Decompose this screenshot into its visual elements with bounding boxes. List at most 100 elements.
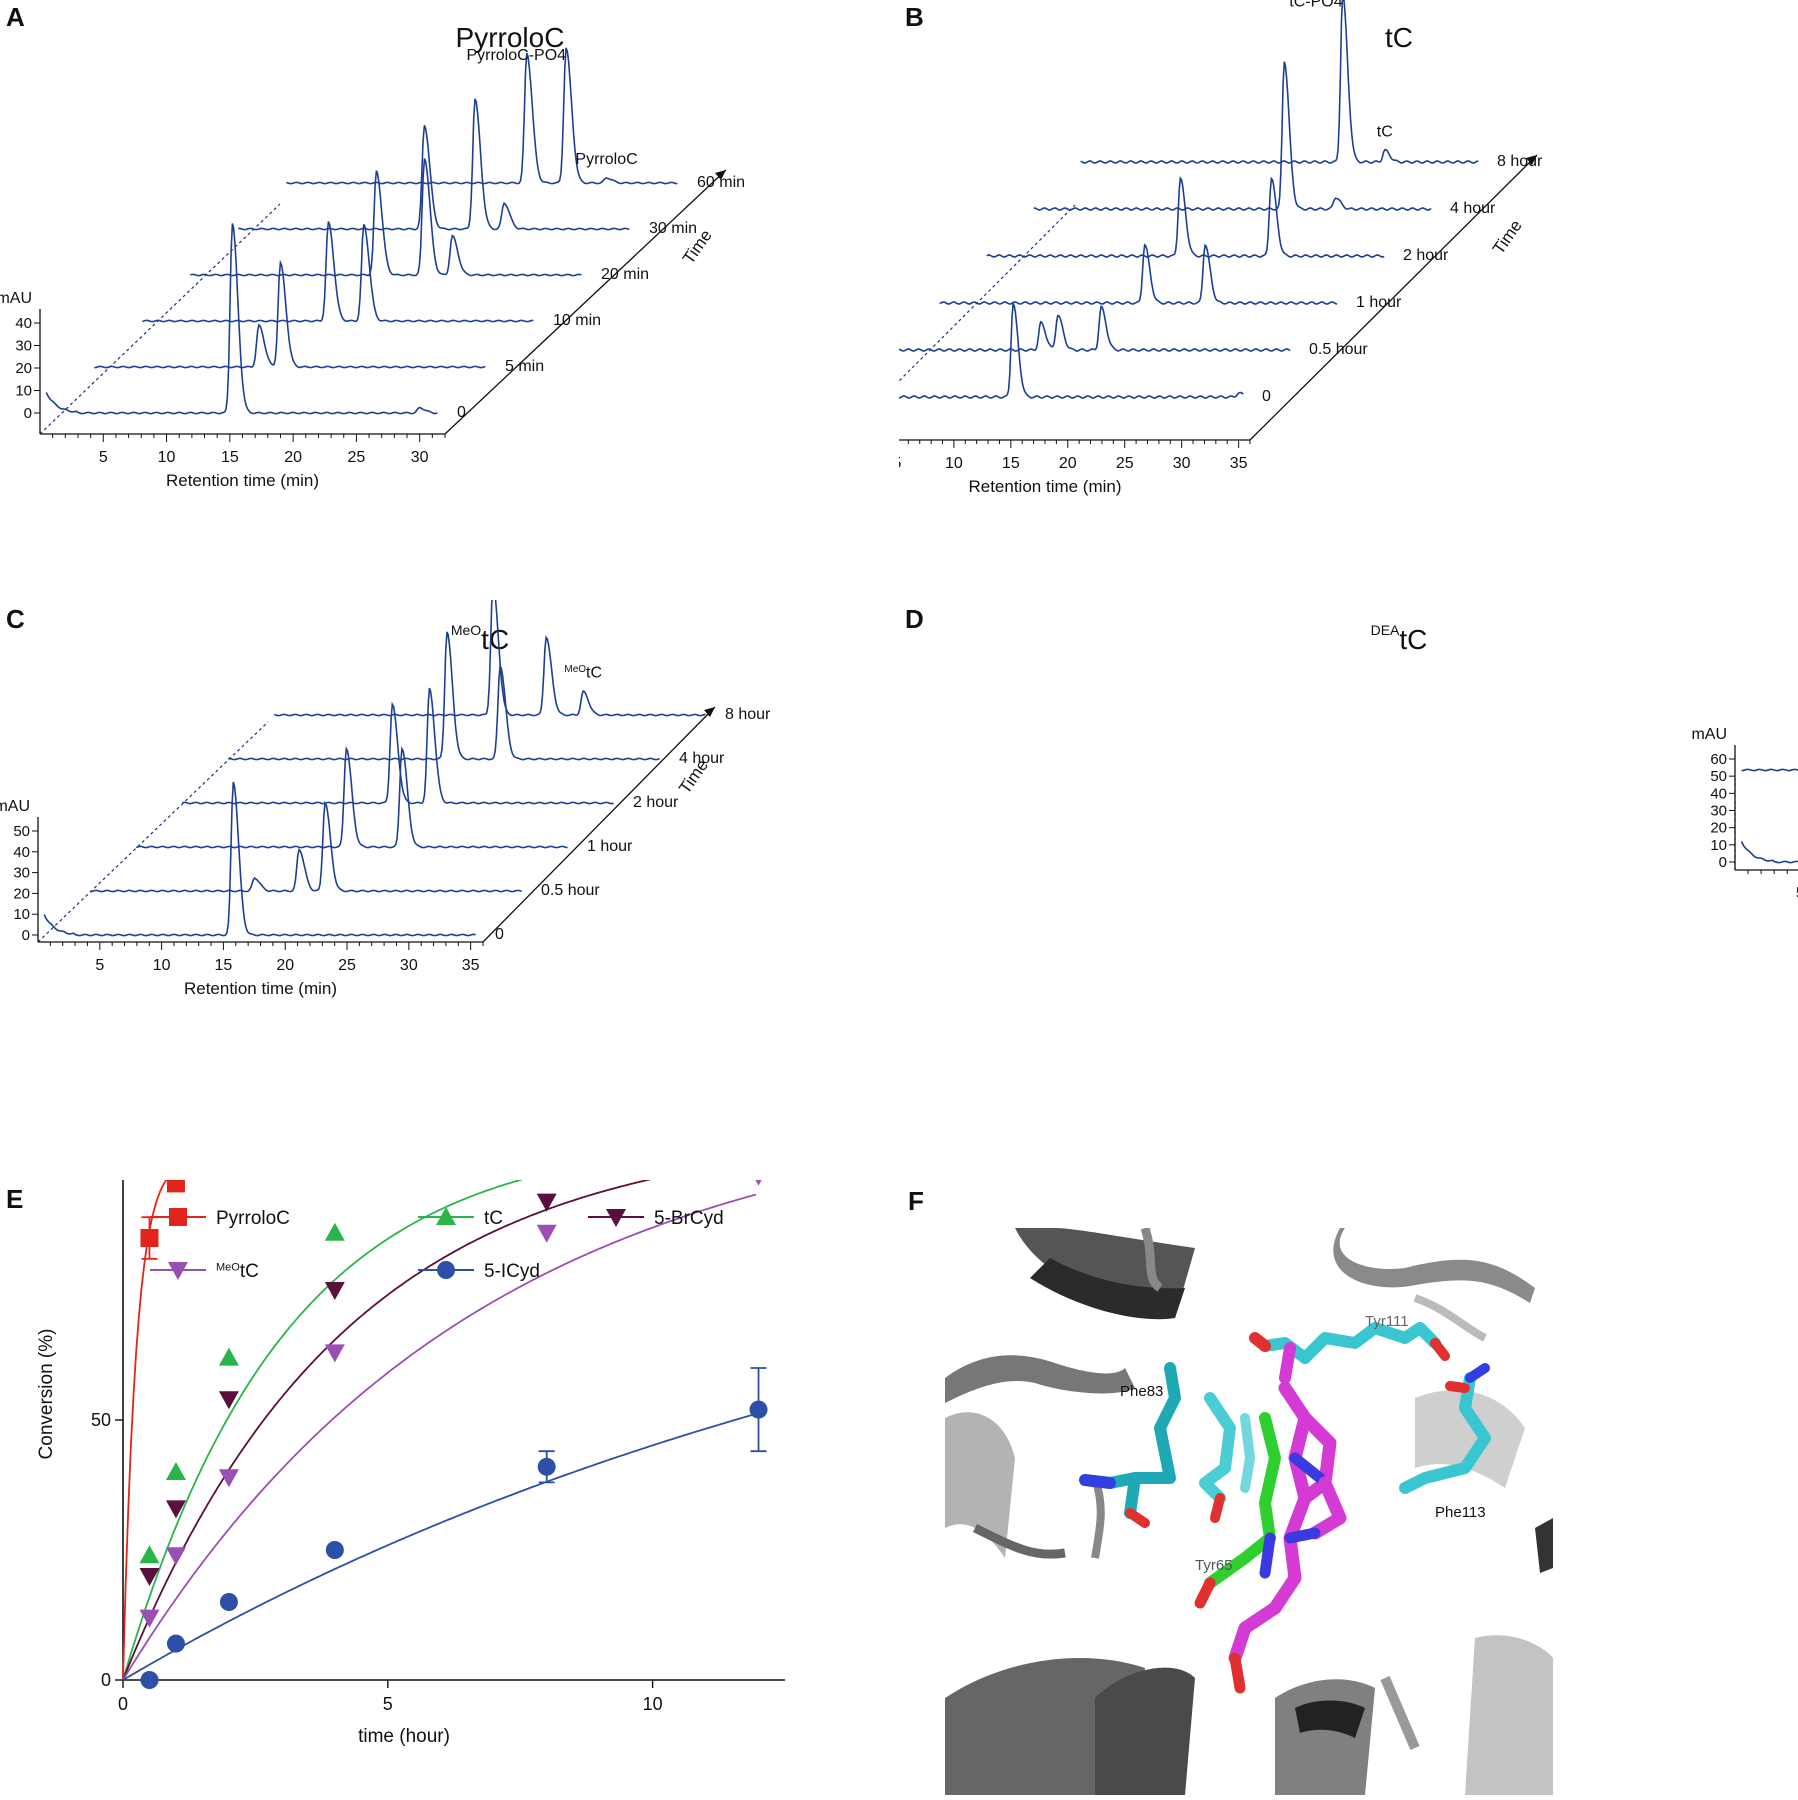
residue-label-tyr65: Tyr65 — [1195, 1557, 1233, 1574]
peak-label-product: tC-PO4 — [1289, 0, 1342, 10]
residue-label-tyr111: Tyr111 — [1365, 1313, 1409, 1330]
y-tick-label: 50 — [1710, 768, 1727, 785]
legend-item-3: MeOtC — [150, 1261, 259, 1282]
x-tick-label: 15 — [221, 449, 239, 466]
legend-item-0: PyrroloC — [150, 1208, 290, 1229]
protein-structure-image: Tyr111 Phe83 Phe113 Tyr65 — [945, 1228, 1553, 1795]
data-point — [749, 1400, 768, 1419]
panel-a: A PyrroloC Time 5 10 15 20 25 30 Retention time… — [0, 0, 899, 600]
y-tick-label: 0 — [22, 927, 30, 944]
depth-dashed-axis — [899, 204, 1076, 382]
time-axis-arrowhead — [704, 707, 715, 717]
panel-b: B tC Time 5 10 15 20 25 30 35 Retention time (mi… — [899, 0, 1798, 600]
data-point — [537, 1457, 556, 1476]
legend-marker — [169, 1208, 187, 1226]
legend-label-main: tC — [240, 1261, 259, 1282]
data-point — [536, 1193, 557, 1212]
panel-title-text-d: tC — [1399, 624, 1428, 655]
chromatogram-trace — [986, 176, 1385, 258]
peak-label-substrate: tC — [1377, 123, 1393, 140]
ribbon-helix-top — [1015, 1228, 1535, 1342]
fit-curve — [122, 1193, 757, 1681]
time-axis-line — [1249, 154, 1538, 441]
chromatogram-trace — [190, 158, 582, 277]
legend-label: tC — [484, 1208, 503, 1229]
legend-marker — [437, 1261, 455, 1279]
data-point — [324, 1222, 345, 1241]
data-point — [218, 1469, 239, 1488]
legend-marker — [606, 1209, 626, 1227]
legend-label: 5-ICyd — [484, 1261, 540, 1282]
series-4 — [122, 1367, 768, 1689]
trace-time-label: 0 — [457, 404, 466, 421]
chromatogram-trace — [273, 600, 706, 717]
residue-sticks — [1079, 1322, 1491, 1528]
ligand-sticks — [1194, 1342, 1347, 1694]
panel-title-b: tC — [1299, 20, 1499, 54]
chromatogram-trace — [142, 221, 534, 323]
x-tick-label: 10 — [945, 455, 963, 472]
data-point — [139, 1568, 160, 1586]
data-point — [165, 1500, 186, 1519]
y-tick-label: 10 — [13, 906, 30, 923]
chromatogram-trace — [45, 223, 438, 415]
x-tick-label: 35 — [1230, 455, 1248, 472]
trace-time-label: 8 hour — [725, 706, 771, 723]
trace-time-label: 30 min — [649, 220, 697, 237]
time-axis-arrowhead — [715, 170, 726, 180]
data-point — [165, 1547, 186, 1566]
trace-time-label: 0 — [495, 926, 504, 943]
y-tick-label: 0 — [101, 1670, 111, 1690]
x-tick-label: 30 — [411, 449, 429, 466]
panel-label-f: F — [908, 1186, 924, 1216]
x-tick-label: 15 — [215, 957, 233, 974]
panel-label-a: A — [6, 2, 25, 32]
panel-title-text-c: tC — [481, 624, 510, 655]
legend-label: MeOtC — [216, 1261, 259, 1282]
y-tick-label: 50 — [13, 823, 30, 840]
trace-time-label: 20 min — [601, 266, 649, 283]
trace-time-label: 0.5 hour — [1309, 341, 1368, 358]
chromatogram-trace — [1741, 768, 1798, 772]
panel-label-d: D — [905, 604, 924, 634]
chromatogram-trace — [1033, 61, 1432, 211]
panel-c: C MeOtC Time 5 10 15 20 25 30 35 Retention time … — [0, 600, 899, 1180]
legend-item-4: 5-ICyd — [418, 1261, 540, 1282]
y-axis-title: Conversion (%) — [36, 1329, 57, 1460]
x-tick-label: 5 — [99, 449, 108, 466]
y-axis-title: mAU — [1691, 726, 1727, 743]
x-tick-label: 20 — [1059, 455, 1077, 472]
chromatogram-trace — [135, 746, 568, 849]
x-tick-label: 5 — [1796, 885, 1798, 902]
legend-label: PyrroloC — [216, 1208, 290, 1229]
data-point — [324, 1344, 345, 1363]
fit-curve — [122, 1180, 524, 1681]
peak-label-substrate: MeOtC — [564, 664, 602, 682]
chromatogram-trace — [181, 687, 614, 805]
panel-e: E 0510050100time (hour)Conversion (%)Pyr… — [0, 1180, 899, 1800]
x-tick-label: 25 — [1116, 455, 1134, 472]
chromatogram-trace — [238, 98, 630, 231]
trace-time-label: 60 min — [697, 174, 745, 191]
data-point — [140, 1671, 159, 1689]
x-axis-title: Retention time (min) — [184, 979, 337, 998]
x-tick-label: 10 — [153, 957, 171, 974]
time-axis-line — [444, 169, 727, 435]
y-tick-label: 0 — [1719, 854, 1727, 871]
data-point — [165, 1462, 186, 1480]
x-tick-label: 15 — [1002, 455, 1020, 472]
chromatogram-trace — [939, 243, 1338, 305]
data-point — [218, 1391, 239, 1410]
trace-time-label: 8 hour — [1497, 153, 1543, 170]
x-tick-label: 5 — [383, 1694, 393, 1714]
chromatogram-trace — [90, 800, 522, 893]
depth-dashed-axis — [37, 721, 269, 943]
series-2 — [122, 1180, 652, 1681]
chromatogram-trace — [899, 305, 1291, 352]
x-tick-label: 5 — [899, 455, 901, 472]
peak-label-substrate-sup: MeO — [564, 664, 586, 675]
y-tick-label: 50 — [91, 1410, 111, 1430]
peak-label-product: MeOtC-PO4 — [418, 600, 493, 601]
